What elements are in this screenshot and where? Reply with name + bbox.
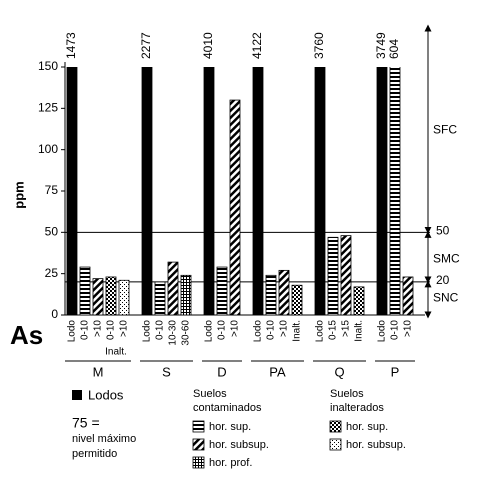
x-tick-label: Lodo [67, 320, 78, 343]
chart-title: As [10, 320, 43, 350]
y-tick-label: 150 [38, 59, 58, 73]
y-tick-label: 25 [45, 266, 59, 280]
legend-note: nivel máximo [72, 433, 136, 445]
group-label: Q [334, 364, 344, 379]
x-tick-label: >15 [341, 320, 352, 337]
legend-note: 75 = [72, 415, 100, 431]
x-tick-label: Lodo [253, 320, 264, 343]
bar [389, 67, 401, 316]
bar [265, 274, 277, 316]
group-label: P [391, 364, 400, 379]
x-tick-label: 0-10 [266, 320, 277, 340]
bar [402, 276, 414, 316]
bar [229, 99, 241, 316]
bar [66, 67, 78, 316]
value-label: 604 [387, 39, 401, 59]
bar [340, 235, 352, 316]
bar [252, 67, 264, 316]
bar [154, 281, 166, 316]
legend-swatch [329, 438, 342, 451]
x-tick-label: >10 [119, 320, 130, 337]
y-tick-label: 75 [45, 183, 59, 197]
y-tick-label: 100 [38, 142, 58, 156]
bar [92, 278, 104, 316]
x-tick-label: 0-10 [80, 320, 91, 340]
group-label: S [162, 364, 171, 379]
x-tick-label: 10-30 [168, 320, 179, 346]
region-label: SNC [433, 291, 459, 305]
x-tick-label: 0-10 [155, 320, 166, 340]
bar [353, 286, 365, 316]
legend-swatch [72, 390, 82, 400]
legend-label: hor. sup. [346, 421, 388, 433]
x-tick-label: >10 [230, 320, 241, 337]
y-axis-label: ppm [11, 181, 26, 208]
value-label: 2277 [139, 32, 153, 59]
legend-note: permitido [72, 448, 117, 460]
bar [327, 236, 339, 316]
legend-title: Suelos [193, 388, 227, 400]
bar [203, 67, 215, 316]
bar [79, 266, 91, 316]
value-label: 1473 [64, 32, 78, 59]
legend-label: hor. prof. [209, 457, 252, 469]
bar [167, 261, 179, 316]
legend-swatch [329, 420, 342, 433]
bar [105, 276, 117, 316]
value-label: 3749 [374, 32, 388, 59]
value-label: 4010 [201, 32, 215, 59]
group-label: M [93, 364, 104, 379]
x-tick-label: 0-10 [217, 320, 228, 340]
x-tick-label: Inalt. [354, 320, 365, 342]
region-label: SFC [433, 122, 457, 136]
bar [180, 274, 192, 316]
bar [278, 269, 290, 316]
x-tick-label: 30-60 [181, 320, 192, 346]
x-tick-label: 0-15 [328, 320, 339, 340]
y-tick-label: 125 [38, 101, 58, 115]
value-label: 4122 [250, 32, 264, 59]
x-tick-label: Lodo [315, 320, 326, 343]
x-tick-label: Lodo [377, 320, 388, 343]
x-tick-label: >10 [403, 320, 414, 337]
legend-swatch [192, 456, 205, 469]
bar [376, 67, 388, 316]
region-label: SMC [433, 251, 460, 265]
bar [216, 266, 228, 316]
bar [291, 284, 303, 316]
group-label: PA [269, 364, 286, 379]
y-tick-label: 50 [45, 225, 59, 239]
group-note: Inalt. [105, 347, 127, 358]
value-label: 3760 [312, 32, 326, 59]
group-label: D [217, 364, 226, 379]
y-tick-label: 0 [51, 307, 58, 321]
x-tick-label: >10 [93, 320, 104, 337]
legend-label: hor. sup. [209, 421, 251, 433]
x-tick-label: Inalt. [292, 320, 303, 342]
x-tick-label: 0-10 [106, 320, 117, 340]
legend-swatch [192, 420, 205, 433]
threshold-label: 20 [436, 273, 450, 287]
legend-label: hor. subsup. [346, 439, 406, 451]
x-tick-label: Lodo [204, 320, 215, 343]
bar [314, 67, 326, 316]
legend-title: inalterados [330, 402, 384, 414]
legend-title: Suelos [330, 388, 364, 400]
threshold-label: 50 [436, 224, 450, 238]
bar [141, 67, 153, 316]
legend-title: contaminados [193, 402, 262, 414]
x-tick-label: Lodo [142, 320, 153, 343]
bar [118, 279, 130, 316]
bars [66, 67, 414, 316]
legend-label: hor. subsup. [209, 439, 269, 451]
x-tick-label: >10 [279, 320, 290, 337]
x-tick-label: 0-10 [390, 320, 401, 340]
legend-label: Lodos [88, 387, 124, 402]
legend-swatch [192, 438, 205, 451]
